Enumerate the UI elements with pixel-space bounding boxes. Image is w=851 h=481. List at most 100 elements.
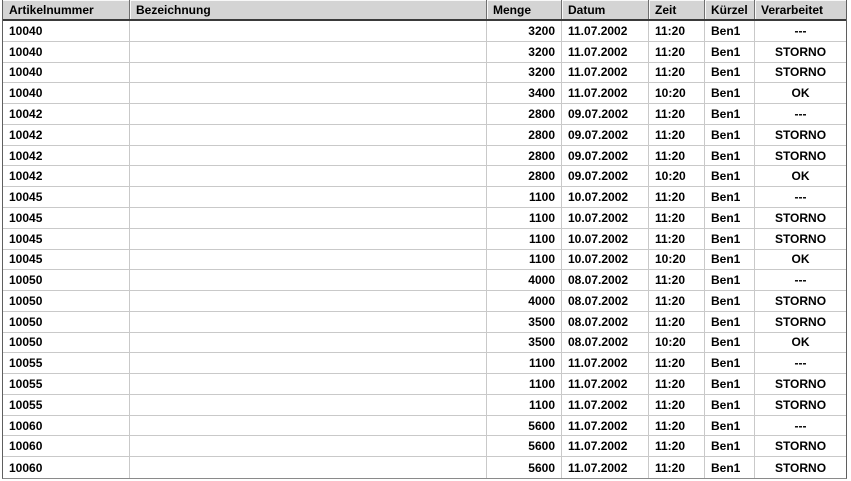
cell-datum: 09.07.2002 [561, 104, 648, 124]
table-row[interactable]: 10055 1100 11.07.2002 11:20 Ben1 STORNO [3, 394, 846, 416]
cell-menge: 3200 [486, 62, 561, 83]
column-header-zeit[interactable]: Zeit [648, 0, 704, 19]
table-body: 10040 3200 11.07.2002 11:20 Ben1 --- 100… [3, 21, 846, 478]
cell-artikelnummer: 10042 [9, 169, 43, 184]
table-row[interactable]: 10050 3500 08.07.2002 11:20 Ben1 STORNO [3, 311, 846, 333]
table-row[interactable]: 10055 1100 11.07.2002 11:20 Ben1 STORNO [3, 374, 846, 395]
table-row[interactable]: 10045 1100 10.07.2002 10:20 Ben1 OK [3, 249, 846, 271]
cell-zeit: 11:20 [648, 41, 704, 62]
cell-kuerzel: Ben1 [704, 104, 754, 124]
cell-zeit: 11:20 [648, 436, 704, 457]
table-header: Artikelnummer Bezeichnung Menge Datum Ze… [3, 0, 846, 21]
cell-kuerzel: Ben1 [704, 166, 754, 187]
cell-zeit: 11:20 [648, 353, 704, 374]
cell-verarbeitet: STORNO [754, 457, 846, 478]
cell-artikelnummer: 10040 [9, 23, 43, 38]
table-row[interactable]: 10042 2800 09.07.2002 11:20 Ben1 --- [3, 104, 846, 125]
table-row[interactable]: 10040 3200 11.07.2002 11:20 Ben1 STORNO [3, 62, 846, 84]
cell-menge: 1100 [486, 207, 561, 228]
cell-artikelnummer: 10045 [9, 190, 43, 205]
cell-zeit: 10:20 [648, 83, 704, 104]
cell-kuerzel: Ben1 [704, 249, 754, 270]
cell-bezeichnung [129, 187, 486, 207]
table-row[interactable]: 10050 4000 08.07.2002 11:20 Ben1 --- [3, 270, 846, 292]
cell-verarbeitet: STORNO [754, 124, 846, 145]
cell-datum: 09.07.2002 [561, 166, 648, 187]
table-row[interactable]: 10045 1100 10.07.2002 11:20 Ben1 STORNO [3, 207, 846, 229]
column-header-verarbeitet[interactable]: Verarbeitet [754, 0, 846, 19]
table-row[interactable]: 10060 5600 11.07.2002 11:20 Ben1 --- [3, 415, 846, 437]
table-row[interactable]: 10045 1100 10.07.2002 11:20 Ben1 STORNO [3, 228, 846, 250]
table-row[interactable]: 10042 2800 09.07.2002 11:20 Ben1 STORNO [3, 145, 846, 167]
column-header-datum[interactable]: Datum [561, 0, 648, 19]
cell-bezeichnung [129, 21, 486, 41]
cell-verarbeitet: STORNO [754, 374, 846, 394]
cell-artikelnummer: 10042 [9, 148, 43, 163]
cell-bezeichnung [129, 436, 486, 457]
cell-artikelnummer: 10042 [9, 127, 43, 142]
cell-datum: 11.07.2002 [561, 415, 648, 436]
cell-zeit: 11:20 [648, 457, 704, 478]
cell-zeit: 11:20 [648, 104, 704, 124]
cell-kuerzel: Ben1 [704, 374, 754, 394]
cell-datum: 11.07.2002 [561, 353, 648, 374]
cell-verarbeitet: STORNO [754, 145, 846, 166]
table-row[interactable]: 10055 1100 11.07.2002 11:20 Ben1 --- [3, 353, 846, 375]
cell-bezeichnung [129, 270, 486, 291]
cell-menge: 4000 [486, 291, 561, 311]
cell-kuerzel: Ben1 [704, 228, 754, 249]
cell-menge: 5600 [486, 457, 561, 478]
cell-datum: 08.07.2002 [561, 291, 648, 311]
cell-menge: 1100 [486, 353, 561, 374]
cell-artikelnummer: 10045 [9, 252, 43, 267]
cell-menge: 3200 [486, 21, 561, 41]
cell-verarbeitet: --- [754, 415, 846, 436]
cell-menge: 3500 [486, 332, 561, 353]
cell-datum: 10.07.2002 [561, 207, 648, 228]
cell-bezeichnung [129, 166, 486, 187]
table-row[interactable]: 10060 5600 11.07.2002 11:20 Ben1 STORNO [3, 457, 846, 478]
table-row[interactable]: 10042 2800 09.07.2002 10:20 Ben1 OK [3, 166, 846, 188]
cell-verarbeitet: OK [754, 166, 846, 187]
cell-kuerzel: Ben1 [704, 311, 754, 332]
cell-datum: 11.07.2002 [561, 457, 648, 478]
cell-menge: 3200 [486, 41, 561, 62]
table-row[interactable]: 10050 3500 08.07.2002 10:20 Ben1 OK [3, 332, 846, 354]
cell-menge: 1100 [486, 394, 561, 415]
cell-datum: 10.07.2002 [561, 187, 648, 207]
column-header-menge[interactable]: Menge [486, 0, 561, 19]
cell-zeit: 11:20 [648, 145, 704, 166]
cell-zeit: 11:20 [648, 124, 704, 145]
column-header-kuerzel[interactable]: Kürzel [704, 0, 754, 19]
cell-bezeichnung [129, 124, 486, 145]
cell-zeit: 10:20 [648, 249, 704, 270]
column-header-artikelnummer[interactable]: Artikelnummer [3, 0, 129, 19]
cell-menge: 2800 [486, 124, 561, 145]
cell-verarbeitet: OK [754, 83, 846, 104]
cell-kuerzel: Ben1 [704, 353, 754, 374]
table-row[interactable]: 10050 4000 08.07.2002 11:20 Ben1 STORNO [3, 291, 846, 312]
cell-verarbeitet: STORNO [754, 41, 846, 62]
table-row[interactable]: 10045 1100 10.07.2002 11:20 Ben1 --- [3, 187, 846, 208]
cell-zeit: 11:20 [648, 207, 704, 228]
cell-bezeichnung [129, 104, 486, 124]
cell-verarbeitet: STORNO [754, 436, 846, 457]
cell-datum: 11.07.2002 [561, 41, 648, 62]
cell-bezeichnung [129, 145, 486, 166]
cell-menge: 3500 [486, 311, 561, 332]
table-row[interactable]: 10060 5600 11.07.2002 11:20 Ben1 STORNO [3, 436, 846, 458]
column-header-bezeichnung[interactable]: Bezeichnung [129, 0, 486, 19]
cell-menge: 1100 [486, 187, 561, 207]
table-row[interactable]: 10042 2800 09.07.2002 11:20 Ben1 STORNO [3, 124, 846, 146]
table-row[interactable]: 10040 3400 11.07.2002 10:20 Ben1 OK [3, 83, 846, 105]
cell-verarbeitet: --- [754, 187, 846, 207]
table-row[interactable]: 10040 3200 11.07.2002 11:20 Ben1 STORNO [3, 41, 846, 63]
table-row[interactable]: 10040 3200 11.07.2002 11:20 Ben1 --- [3, 21, 846, 42]
cell-artikelnummer: 10040 [9, 65, 43, 80]
cell-zeit: 11:20 [648, 374, 704, 394]
cell-verarbeitet: STORNO [754, 311, 846, 332]
cell-bezeichnung [129, 353, 486, 374]
cell-artikelnummer: 10042 [9, 106, 43, 121]
cell-zeit: 11:20 [648, 228, 704, 249]
cell-artikelnummer: 10055 [9, 397, 43, 412]
